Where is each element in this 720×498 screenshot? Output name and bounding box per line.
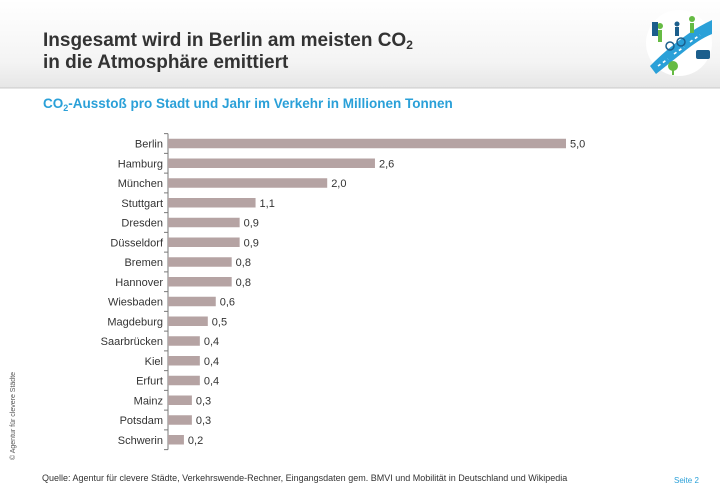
header-band: [0, 0, 720, 88]
category-label: Magdeburg: [107, 316, 163, 328]
data-label: 1,1: [260, 198, 275, 210]
category-label: Stuttgart: [121, 198, 163, 210]
title-subscript: 2: [406, 38, 413, 52]
category-label: München: [118, 178, 163, 190]
bar: [168, 375, 200, 386]
chart-title-pre: CO: [43, 96, 64, 111]
category-label: Potsdam: [120, 415, 163, 427]
bar: [168, 395, 192, 405]
bar: [168, 237, 240, 247]
bar: [168, 257, 232, 267]
data-label: 0,8: [236, 277, 251, 289]
category-label: Saarbrücken: [101, 336, 163, 348]
chart-title: CO2-Ausstoß pro Stadt und Jahr im Verkeh…: [43, 96, 453, 113]
bar: [168, 356, 200, 366]
bar: [168, 217, 240, 228]
category-label: Hamburg: [118, 158, 163, 170]
bar: [168, 415, 192, 425]
category-label: Wiesbaden: [108, 297, 163, 309]
bar-chart: Berlin 5,0 Hamburg 2,6 München 2,0 Stuttgart 1,…: [101, 133, 585, 451]
cyclist-pedestrian-bus-tree-icon: [646, 10, 712, 76]
data-label: 0,3: [196, 415, 211, 427]
data-label: 2,6: [379, 158, 394, 170]
bar: [168, 178, 328, 188]
chart-title-post: -Ausstoß pro Stadt und Jahr im Verkehr i…: [68, 96, 453, 111]
category-label: Kiel: [145, 356, 163, 368]
data-label: 0,4: [204, 336, 219, 348]
bar: [168, 277, 232, 287]
data-label: 0,2: [188, 435, 203, 447]
data-label: 0,3: [196, 395, 211, 407]
page-number: Seite 2: [674, 476, 699, 485]
data-label: 5,0: [570, 139, 585, 151]
title-line2-text: in die Atmosphäre emittiert: [43, 52, 289, 73]
bar: [168, 138, 566, 149]
category-label: Dresden: [121, 218, 163, 230]
data-label: 0,8: [236, 257, 251, 269]
category-label: Berlin: [135, 139, 163, 151]
data-label: 0,4: [204, 376, 219, 388]
copyright-note: © Agentur für clevere Städte: [10, 371, 17, 460]
data-label: 0,4: [204, 356, 219, 368]
data-label: 0,9: [244, 218, 259, 230]
chart-title-sub: 2: [63, 103, 69, 113]
data-label: 0,9: [244, 237, 259, 249]
category-label: Schwerin: [118, 435, 163, 447]
bar: [168, 316, 208, 326]
bar: [168, 336, 200, 346]
bar: [168, 198, 256, 208]
data-label: 2,0: [331, 178, 346, 190]
bar: [168, 158, 375, 168]
bar: [168, 435, 184, 445]
header-divider: [0, 87, 720, 89]
page-title: Insgesamt wird in Berlin am meisten CO2 i…: [43, 30, 413, 74]
source-note: Quelle: Agentur für clevere Städte, Verk…: [42, 473, 568, 483]
category-label: Mainz: [134, 395, 163, 407]
bar: [168, 296, 216, 307]
data-label: 0,5: [212, 316, 227, 328]
title-line1-text: Insgesamt wird in Berlin am meisten CO: [43, 30, 407, 51]
category-label: Bremen: [124, 257, 163, 269]
category-label: Düsseldorf: [110, 237, 164, 249]
category-label: Hannover: [115, 277, 163, 289]
data-label: 0,6: [220, 297, 235, 309]
category-label: Erfurt: [136, 376, 163, 388]
